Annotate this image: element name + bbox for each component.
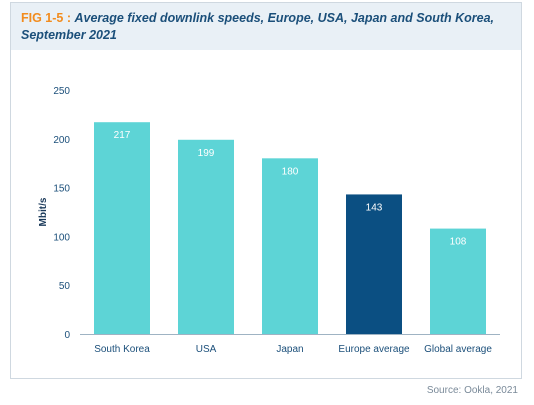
y-tick-label: 50: [59, 281, 71, 292]
figure-title-text: Average fixed downlink speeds, Europe, U…: [21, 11, 495, 42]
title-band: FIG 1-5 : Average fixed downlink speeds,…: [11, 3, 521, 50]
x-tick-label: Global average: [424, 344, 492, 355]
y-tick-label: 0: [64, 330, 70, 341]
figure-title: FIG 1-5 : Average fixed downlink speeds,…: [21, 10, 511, 44]
bar-value-label: 143: [366, 202, 383, 213]
bar: [262, 158, 318, 334]
y-tick-label: 100: [53, 232, 70, 243]
y-tick-label: 250: [53, 86, 70, 97]
x-tick-label: Europe average: [338, 344, 410, 355]
bar: [430, 228, 486, 334]
x-tick-label: USA: [196, 344, 217, 355]
bar: [178, 139, 234, 334]
figure-separator: :: [63, 11, 75, 25]
bar: [346, 194, 402, 334]
x-tick-label: Japan: [276, 344, 303, 355]
bar-value-label: 217: [114, 130, 131, 141]
source-note: Source: Ookla, 2021: [426, 385, 518, 396]
bar: [94, 122, 150, 334]
bar-value-label: 180: [282, 166, 299, 177]
x-tick-label: South Korea: [94, 344, 150, 355]
bar-value-label: 108: [450, 237, 467, 248]
y-axis-label: Mbit/s: [38, 197, 49, 226]
y-tick-label: 150: [53, 184, 70, 195]
bar-value-label: 199: [198, 148, 215, 159]
y-tick-label: 200: [53, 135, 70, 146]
figure-label: FIG 1-5: [21, 11, 64, 25]
